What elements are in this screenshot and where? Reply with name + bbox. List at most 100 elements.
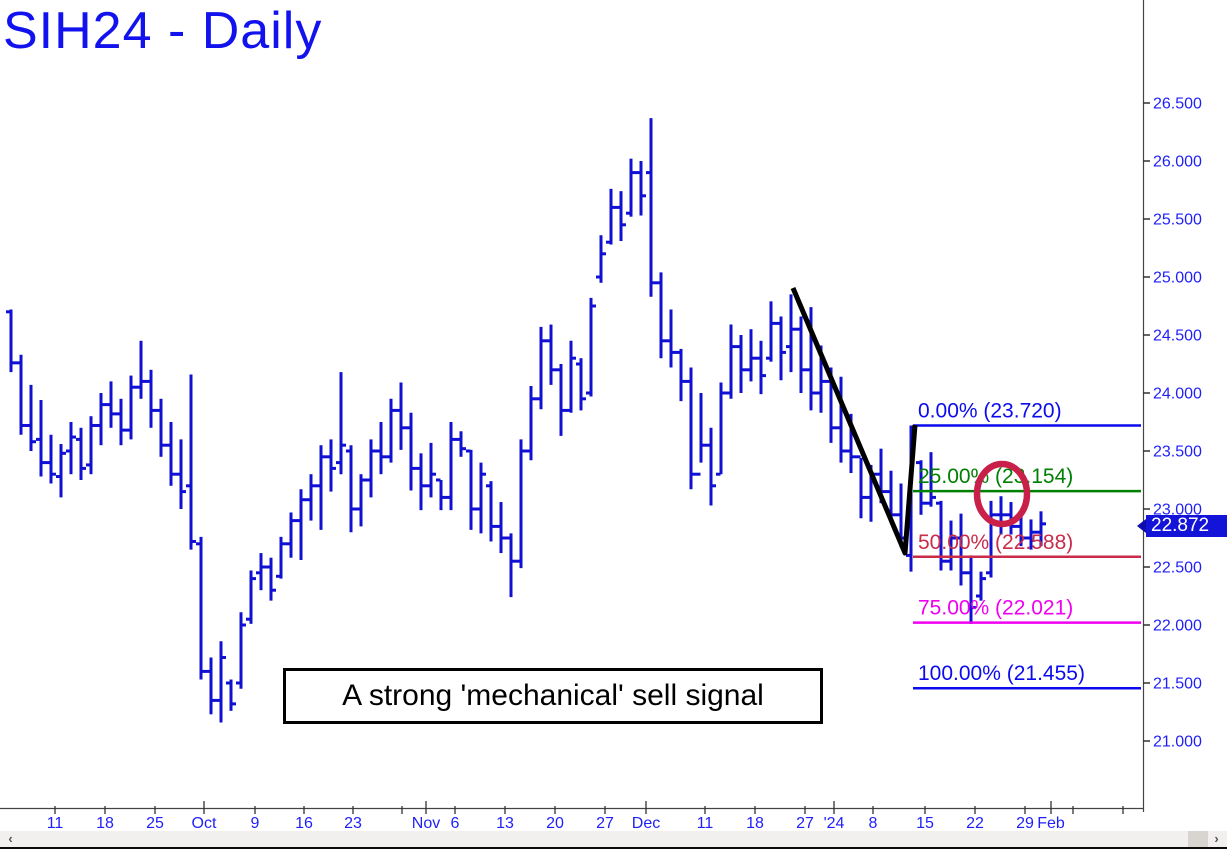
price-bar bbox=[126, 375, 136, 440]
price-bar bbox=[636, 161, 646, 216]
price-bar bbox=[926, 452, 936, 507]
last-price-value: 22.872 bbox=[1151, 515, 1210, 536]
scroll-right-icon[interactable]: › bbox=[1214, 831, 1219, 846]
price-bar bbox=[976, 571, 986, 601]
x-axis-label: 6 bbox=[451, 815, 460, 832]
price-bar bbox=[36, 399, 46, 477]
price-bar bbox=[106, 381, 116, 428]
x-axis-label: 9 bbox=[251, 815, 260, 832]
price-bar bbox=[726, 324, 736, 399]
scrollbar-track[interactable]: ‹ › bbox=[0, 831, 1227, 847]
price-bar bbox=[776, 316, 786, 381]
x-axis-label: Oct bbox=[192, 815, 217, 832]
trendline bbox=[790, 287, 918, 556]
price-bar bbox=[586, 297, 596, 397]
fib-label: 75.00% (22.021) bbox=[918, 597, 1073, 620]
x-axis-label: 13 bbox=[496, 815, 514, 832]
price-bar bbox=[446, 422, 456, 511]
price-bar bbox=[136, 340, 146, 399]
price-bar bbox=[486, 481, 496, 542]
window-bottom-edge bbox=[0, 847, 1227, 849]
price-bar bbox=[516, 439, 526, 569]
price-bar bbox=[556, 364, 566, 436]
price-bar bbox=[936, 500, 946, 571]
price-bar bbox=[216, 641, 226, 723]
price-bar bbox=[676, 348, 686, 402]
price-bar bbox=[396, 382, 406, 450]
x-axis-label: 22 bbox=[966, 815, 984, 832]
price-bar bbox=[746, 329, 756, 382]
price-bar bbox=[26, 384, 36, 451]
y-axis-label: 23.500 bbox=[1153, 444, 1202, 461]
price-bar bbox=[336, 372, 346, 475]
price-bar bbox=[206, 657, 216, 715]
fib-label: 0.00% (23.720) bbox=[918, 399, 1062, 422]
x-axis-label: '24 bbox=[824, 815, 845, 832]
y-axis-label: 24.500 bbox=[1153, 328, 1202, 345]
price-bar bbox=[506, 533, 516, 598]
scrollbar-thumb[interactable] bbox=[1188, 831, 1208, 847]
price-bar bbox=[566, 340, 576, 413]
x-axis-label: 25 bbox=[146, 815, 164, 832]
price-bar bbox=[96, 393, 106, 446]
price-bar bbox=[156, 398, 166, 457]
x-axis-label: 18 bbox=[96, 815, 114, 832]
price-bar bbox=[716, 382, 726, 476]
price-bar bbox=[326, 439, 336, 492]
price-bar bbox=[706, 427, 716, 506]
y-axis-label: 21.500 bbox=[1153, 676, 1202, 693]
fib-label: 25.00% (23.154) bbox=[918, 465, 1073, 488]
x-axis-label: 8 bbox=[869, 815, 878, 832]
price-bar bbox=[456, 431, 466, 457]
y-axis-label: 26.500 bbox=[1153, 96, 1202, 113]
price-bar bbox=[66, 422, 76, 475]
x-axis-label: 18 bbox=[746, 815, 764, 832]
price-bar bbox=[46, 434, 56, 484]
price-bar bbox=[1026, 519, 1036, 550]
page-title: SIH24 - Daily bbox=[3, 2, 323, 60]
price-bar bbox=[116, 398, 126, 446]
price-bar bbox=[416, 453, 426, 511]
price-bar bbox=[146, 369, 156, 428]
y-axis-label: 24.000 bbox=[1153, 386, 1202, 403]
x-axis-label: 15 bbox=[916, 815, 934, 832]
price-bar bbox=[406, 412, 416, 491]
price-bar bbox=[356, 474, 366, 527]
price-bar bbox=[1016, 513, 1026, 547]
fib-retracement: 0.00% (23.720) 25.00% (23.154) 50.00% (22.… bbox=[913, 399, 1141, 690]
x-axis-label: 20 bbox=[546, 815, 564, 832]
price-bar bbox=[176, 439, 186, 509]
price-bar bbox=[766, 301, 776, 362]
price-bar bbox=[796, 316, 806, 393]
x-axis-label: 29 bbox=[1016, 815, 1034, 832]
price-bar bbox=[956, 513, 966, 586]
price-bar bbox=[276, 536, 286, 579]
axes: 26.500 26.000 25.500 25.000 24.500 24.000 23.5… bbox=[0, 0, 1202, 832]
price-bar bbox=[426, 442, 436, 498]
price-bar bbox=[756, 340, 766, 395]
price-bar bbox=[686, 367, 696, 490]
price-bar bbox=[536, 326, 546, 410]
price-bar bbox=[226, 679, 236, 711]
y-axis-label: 26.000 bbox=[1153, 154, 1202, 171]
price-bar bbox=[1036, 511, 1046, 547]
price-bar bbox=[996, 496, 1006, 535]
price-bar bbox=[76, 427, 86, 480]
x-axis-label: Feb bbox=[1037, 815, 1065, 832]
x-axis-label: 23 bbox=[344, 815, 362, 832]
price-bar bbox=[986, 500, 996, 578]
y-axis-label: 21.000 bbox=[1153, 734, 1202, 751]
x-axis-label: Dec bbox=[632, 815, 660, 832]
price-bar bbox=[496, 502, 506, 554]
price-bar bbox=[386, 398, 396, 463]
y-axis-label: 23.000 bbox=[1153, 502, 1202, 519]
scroll-left-icon[interactable]: ‹ bbox=[8, 831, 13, 846]
price-bar bbox=[626, 158, 636, 217]
x-axis-label: 27 bbox=[796, 815, 814, 832]
price-bar bbox=[286, 512, 296, 558]
price-bar bbox=[596, 235, 606, 283]
price-bar bbox=[186, 374, 196, 550]
fib-label: 100.00% (21.455) bbox=[918, 662, 1085, 685]
